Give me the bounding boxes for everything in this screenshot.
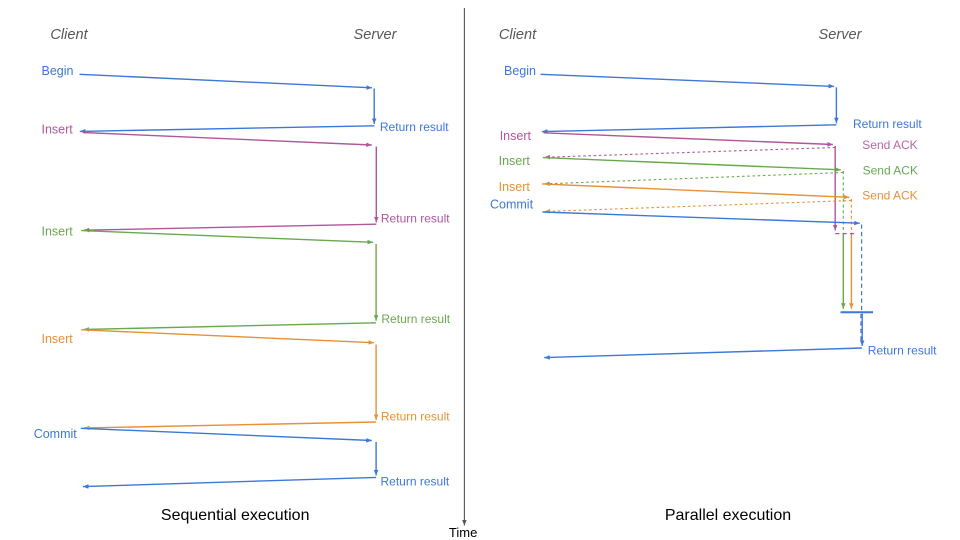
svg-text:Return result: Return result [853, 117, 922, 131]
svg-text:Return result: Return result [380, 120, 449, 134]
svg-text:Send ACK: Send ACK [862, 138, 917, 152]
svg-text:Insert: Insert [499, 154, 531, 168]
svg-text:Insert: Insert [42, 123, 74, 137]
svg-text:Time: Time [449, 525, 477, 540]
svg-text:Return result: Return result [381, 409, 450, 423]
svg-text:Return result: Return result [381, 211, 450, 225]
svg-text:Parallel execution: Parallel execution [665, 507, 791, 524]
svg-text:Insert: Insert [499, 180, 531, 194]
svg-text:Send ACK: Send ACK [862, 189, 917, 203]
svg-text:Send ACK: Send ACK [863, 163, 918, 177]
svg-text:Commit: Commit [34, 427, 78, 441]
svg-text:Return result: Return result [381, 475, 450, 489]
svg-text:Begin: Begin [504, 64, 536, 78]
svg-text:Insert: Insert [42, 224, 74, 238]
svg-text:Insert: Insert [500, 129, 532, 143]
svg-text:Server: Server [354, 27, 398, 43]
svg-text:Insert: Insert [42, 332, 74, 346]
svg-text:Client: Client [50, 27, 88, 43]
svg-text:Begin: Begin [42, 64, 74, 78]
svg-text:Client: Client [499, 27, 537, 43]
svg-text:Return result: Return result [381, 312, 450, 326]
svg-text:Return result: Return result [868, 343, 937, 357]
svg-text:Sequential execution: Sequential execution [161, 507, 310, 524]
svg-text:Commit: Commit [490, 198, 534, 212]
svg-text:Server: Server [819, 27, 863, 43]
